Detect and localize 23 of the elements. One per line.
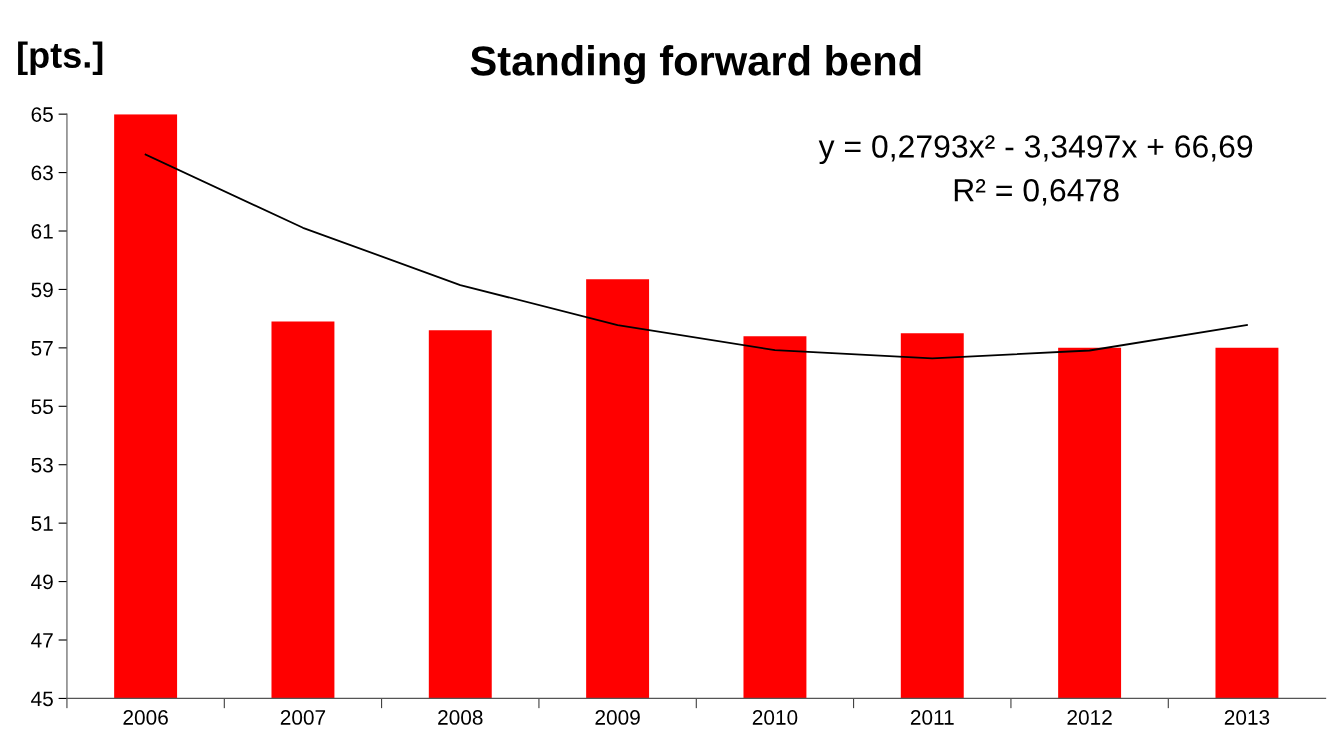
- x-tick-label: 2013: [1224, 710, 1270, 725]
- y-tick-label: 47: [31, 633, 53, 648]
- y-axis-title: [pts.]: [18, 41, 103, 76]
- y-tick-label: 65: [31, 107, 53, 122]
- annotation: R² = 0,6478: [954, 178, 1119, 206]
- y-tick-label: 45: [31, 691, 53, 707]
- y-tick-label: 61: [31, 224, 53, 239]
- chart-title: Standing forward bend: [470, 45, 921, 85]
- y-tick-label: 63: [31, 165, 53, 181]
- y-tick-label: 59: [31, 282, 53, 298]
- x-tick-label: 2010: [752, 710, 798, 725]
- y-tick-label: 51: [31, 516, 53, 531]
- y-tick-label: 55: [31, 399, 53, 415]
- x-tick-label: 2012: [1067, 710, 1112, 725]
- y-tick-label: 57: [31, 341, 53, 356]
- x-tick-label: 2008: [438, 710, 483, 725]
- y-tick-label: 53: [31, 457, 53, 473]
- x-tick-label: 2007: [280, 710, 326, 725]
- x-tick-label: 2009: [595, 710, 640, 725]
- x-tick-label: 2006: [123, 710, 168, 725]
- annotation: y = 0,2793x² - 3,3497x + 66,69: [818, 135, 1253, 165]
- x-tick-label: 2011: [910, 710, 954, 725]
- y-tick-label: 49: [31, 574, 53, 590]
